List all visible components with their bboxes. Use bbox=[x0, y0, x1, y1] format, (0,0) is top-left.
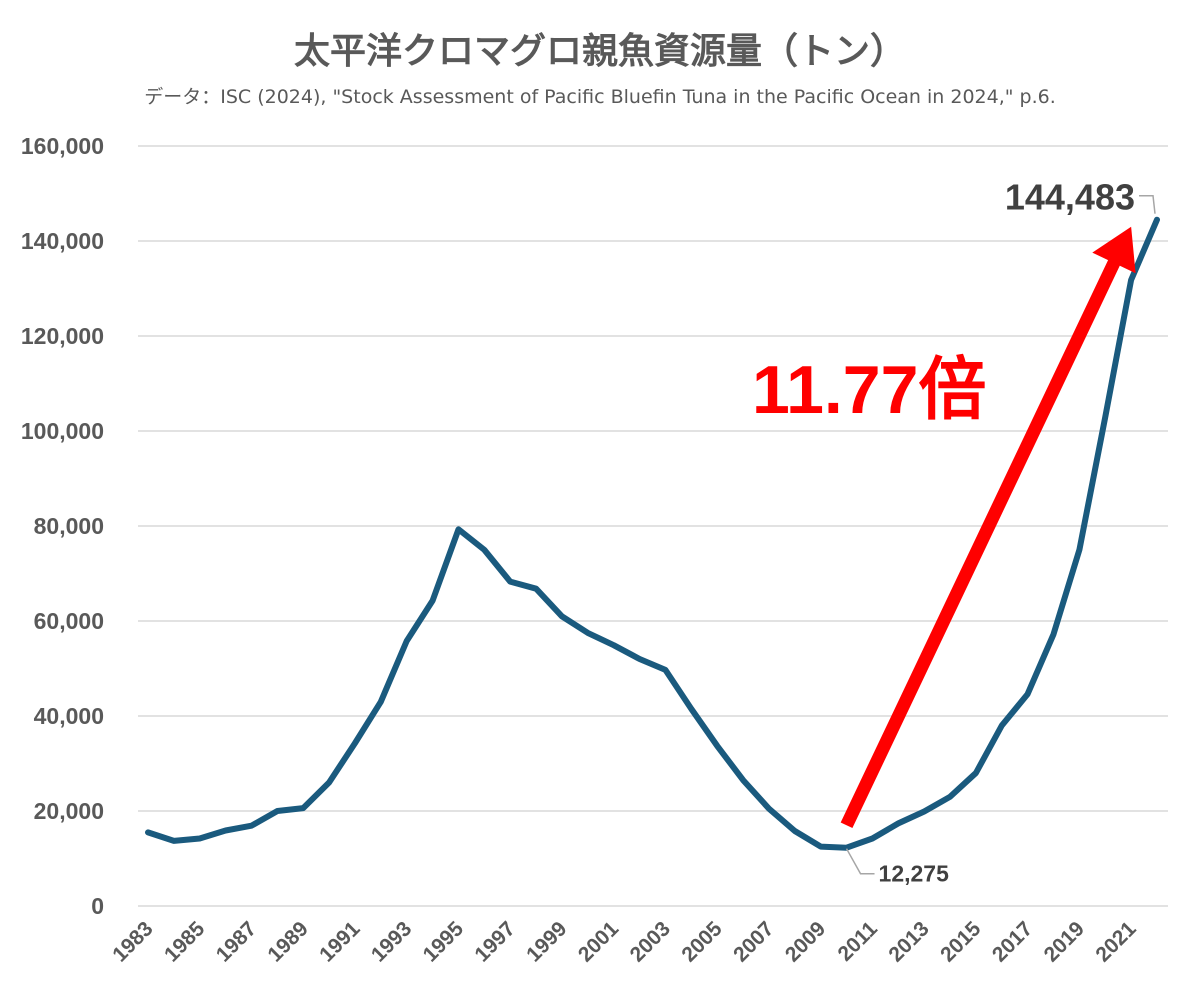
y-tick-label: 160,000 bbox=[21, 133, 104, 159]
x-tick-label: 2001 bbox=[574, 917, 624, 967]
growth-multiplier-label: 11.77倍 bbox=[752, 352, 986, 428]
x-tick-label: 1985 bbox=[160, 917, 210, 967]
data-labels: 12,275 144,483 bbox=[845, 177, 1156, 887]
series-line-0 bbox=[145, 216, 1160, 851]
x-axis-ticks: 1983 1985 1987 1989 1991 1993 1995 1997 1999 2001… bbox=[108, 917, 1141, 967]
x-tick-label: 1997 bbox=[470, 917, 519, 966]
x-tick-label: 2021 bbox=[1091, 917, 1141, 967]
x-tick-label: 2005 bbox=[677, 917, 727, 967]
leader-line-high bbox=[1139, 194, 1156, 214]
arrow-head bbox=[1092, 226, 1136, 274]
x-tick-label: 1987 bbox=[212, 917, 261, 966]
x-tick-label: 2019 bbox=[1040, 917, 1089, 966]
y-tick-label: 60,000 bbox=[34, 608, 104, 634]
y-tick-label: 20,000 bbox=[34, 798, 104, 824]
series-group bbox=[145, 216, 1160, 851]
x-tick-label: 1983 bbox=[108, 917, 157, 966]
data-label-high: 144,483 bbox=[1005, 177, 1135, 218]
y-tick-label: 100,000 bbox=[21, 418, 104, 444]
data-label-low: 12,275 bbox=[879, 861, 950, 887]
y-tick-label: 0 bbox=[91, 893, 104, 919]
y-tick-label: 120,000 bbox=[21, 323, 104, 349]
y-tick-label: 40,000 bbox=[34, 703, 104, 729]
x-tick-label: 2013 bbox=[884, 917, 933, 966]
x-tick-label: 2009 bbox=[781, 917, 830, 966]
x-tick-label: 2011 bbox=[833, 917, 882, 966]
x-tick-label: 1995 bbox=[419, 917, 469, 967]
arrow-shaft bbox=[840, 256, 1122, 829]
y-tick-label: 80,000 bbox=[34, 513, 104, 539]
x-tick-label: 1989 bbox=[263, 917, 312, 966]
x-tick-label: 2017 bbox=[988, 917, 1037, 966]
y-tick-label: 140,000 bbox=[21, 228, 104, 254]
chart-subtitle: データ：ISC (2024), "Stock Assessment of Pac… bbox=[144, 86, 1056, 108]
x-tick-label: 1993 bbox=[367, 917, 416, 966]
growth-annotation: 11.77倍 bbox=[752, 226, 1136, 829]
x-tick-label: 1999 bbox=[522, 917, 571, 966]
leader-line-low bbox=[845, 848, 875, 875]
chart-title: 太平洋クロマグロ親魚資源量（トン） bbox=[293, 31, 906, 72]
gridlines bbox=[138, 145, 1168, 907]
y-axis-ticks: 0 20,000 40,000 60,000 80,000 100,000 120,000 1… bbox=[21, 133, 104, 919]
x-tick-label: 2007 bbox=[729, 917, 778, 966]
x-tick-label: 2015 bbox=[936, 917, 986, 967]
x-tick-label: 2003 bbox=[626, 917, 675, 966]
x-tick-label: 1991 bbox=[315, 917, 365, 967]
